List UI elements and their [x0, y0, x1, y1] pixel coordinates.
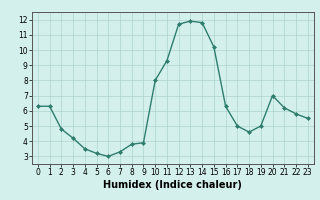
X-axis label: Humidex (Indice chaleur): Humidex (Indice chaleur)	[103, 180, 242, 190]
